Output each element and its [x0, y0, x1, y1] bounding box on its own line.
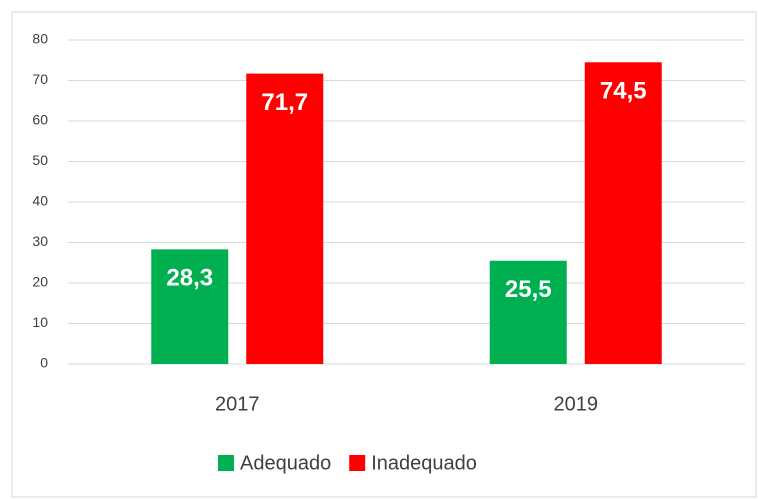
- legend-label: Adequado: [240, 452, 331, 474]
- legend-swatch: [218, 455, 234, 471]
- bar: [246, 73, 324, 365]
- y-tick-label: 60: [32, 112, 48, 128]
- y-tick-label: 0: [40, 355, 48, 371]
- bar: [489, 260, 567, 364]
- y-tick-label: 20: [32, 274, 48, 290]
- y-tick-label: 40: [32, 193, 48, 209]
- x-tick-label: 2019: [554, 393, 599, 415]
- bar: [584, 62, 662, 365]
- data-label: 74,5: [600, 78, 647, 105]
- data-label: 28,3: [166, 265, 213, 292]
- y-tick-label: 30: [32, 233, 48, 249]
- data-label: 25,5: [505, 276, 552, 303]
- bar: [151, 249, 229, 364]
- legend-label: Inadequado: [371, 452, 477, 474]
- y-tick-label: 50: [32, 152, 48, 168]
- legend-swatch: [349, 455, 366, 471]
- x-tick-label: 2017: [215, 393, 260, 415]
- y-tick-label: 10: [32, 314, 48, 330]
- y-tick-label: 70: [32, 71, 48, 87]
- y-tick-label: 80: [32, 31, 48, 47]
- data-label: 71,7: [261, 89, 308, 116]
